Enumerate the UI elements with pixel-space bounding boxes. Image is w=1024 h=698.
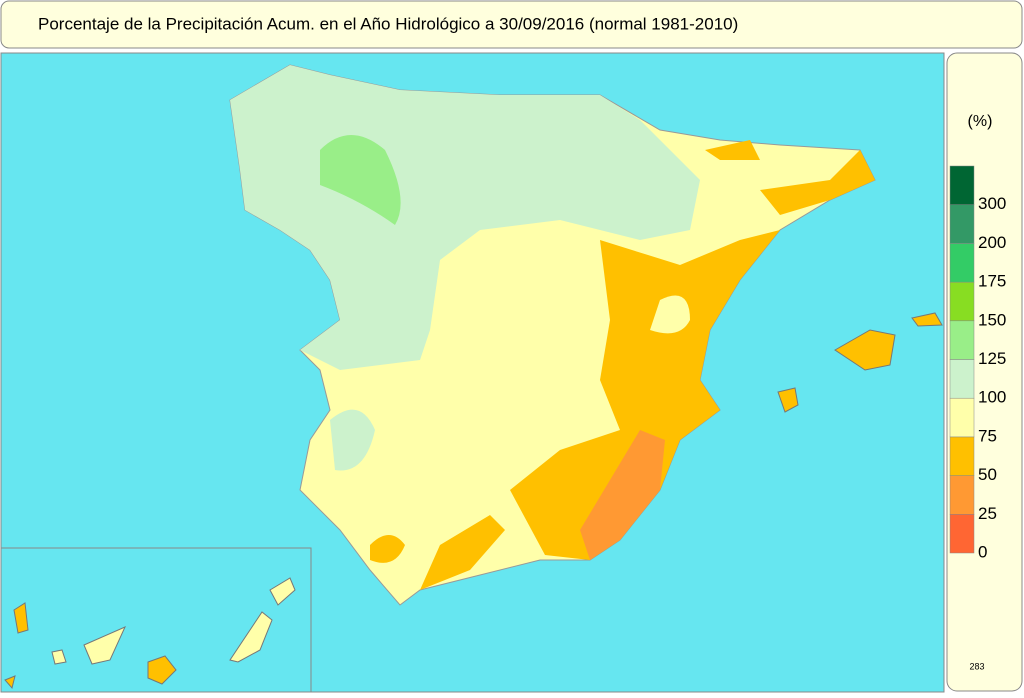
legend-color-band	[949, 397, 975, 438]
legend-color-band	[949, 204, 975, 244]
legend-color-band	[949, 514, 975, 554]
legend-tick-label: 150	[978, 310, 1006, 329]
balearic-islands	[777, 312, 943, 413]
legend-color-band	[949, 359, 975, 399]
legend-color-band	[949, 320, 975, 360]
legend-color-band	[949, 165, 975, 205]
title-box	[0, 0, 1023, 49]
legend-color-band	[949, 475, 975, 515]
legend-unit: (%)	[968, 113, 993, 130]
legend-tick-label: 50	[978, 465, 997, 484]
legend-color-band	[949, 436, 975, 476]
legend-color-band	[949, 243, 975, 283]
peninsula	[229, 64, 876, 606]
canary-islands	[4, 577, 296, 690]
legend-tick-label: 25	[978, 504, 997, 523]
legend-tick-label: 300	[978, 194, 1006, 213]
legend-tick-label: 75	[978, 426, 997, 445]
legend-tick-label: 175	[978, 272, 1006, 291]
map-code: 283	[969, 661, 984, 671]
canary-inset	[0, 547, 312, 693]
legend-tick-label: 200	[978, 233, 1006, 252]
legend: 0 25 50 75 100 125 150 175 200 300	[949, 165, 1006, 561]
legend-color-band	[949, 281, 975, 322]
title: Porcentaje de la Precipitación Acum. en …	[38, 14, 738, 33]
legend-tick-label: 100	[978, 388, 1006, 407]
legend-tick-label: 0	[978, 542, 987, 561]
legend-tick-label: 125	[978, 349, 1006, 368]
